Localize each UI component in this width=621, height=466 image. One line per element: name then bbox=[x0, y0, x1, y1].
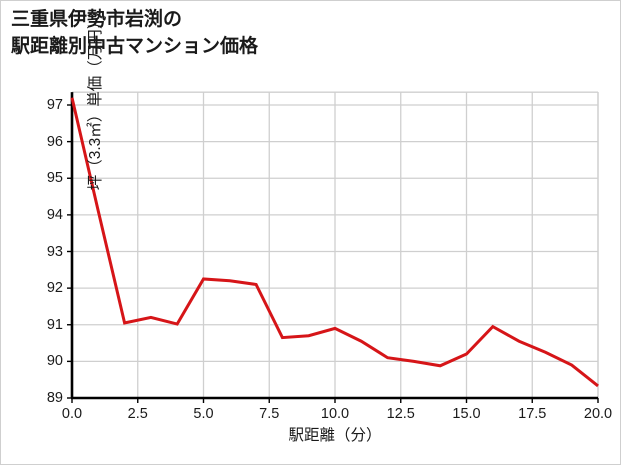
y-tick-label: 93 bbox=[46, 243, 63, 260]
x-tick-label: 15.0 bbox=[452, 406, 481, 422]
axis-ticks bbox=[67, 104, 599, 403]
data-line bbox=[70, 97, 599, 388]
y-tick-label: 90 bbox=[46, 353, 63, 370]
y-tick-label: 89 bbox=[46, 390, 63, 406]
y-tick-label: 92 bbox=[46, 280, 63, 297]
chart-title: 三重県伊勢市岩渕の 駅距離別中古マンション価格 bbox=[11, 9, 259, 57]
y-tick-label: 97 bbox=[46, 97, 63, 113]
x-tick-label: 20.0 bbox=[583, 406, 613, 422]
x-tick-label: 0.0 bbox=[61, 406, 83, 422]
y-tick-label: 96 bbox=[46, 133, 63, 150]
x-tick-label: 2.5 bbox=[127, 406, 148, 422]
x-tick-label: 5.0 bbox=[193, 406, 214, 422]
x-axis-label: 駅距離（分） bbox=[288, 427, 382, 444]
x-tick-label: 10.0 bbox=[320, 406, 350, 422]
x-tick-label: 7.5 bbox=[259, 406, 280, 422]
gridlines bbox=[72, 91, 599, 398]
y-tick-label: 94 bbox=[46, 206, 63, 223]
y-tick-label: 91 bbox=[46, 316, 63, 333]
x-tick-label: 17.5 bbox=[518, 406, 547, 422]
x-tick-label: 12.5 bbox=[386, 406, 415, 422]
y-axis-label: 坪（3.3㎡）単価（万円） bbox=[87, 13, 104, 191]
y-tick-label: 95 bbox=[46, 170, 63, 187]
